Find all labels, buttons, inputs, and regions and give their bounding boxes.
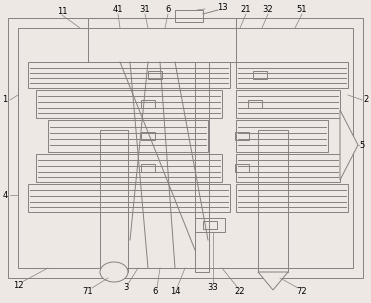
Text: 13: 13 [217,2,227,12]
Bar [141,132,155,140]
Text: 6: 6 [152,288,158,297]
Polygon shape [340,110,358,180]
Bar [236,62,348,88]
Text: 41: 41 [113,5,123,15]
Bar [48,120,208,152]
Bar [236,120,328,152]
Polygon shape [258,272,288,290]
Bar [236,184,348,212]
Bar [236,154,340,182]
Text: 72: 72 [297,288,307,297]
Text: 11: 11 [57,8,67,16]
Bar [195,62,209,272]
Bar [236,90,340,118]
Bar [253,71,267,79]
Text: 4: 4 [2,191,8,199]
Bar [235,132,249,140]
Bar [28,62,230,88]
Bar [141,164,155,172]
Text: 1: 1 [2,95,8,105]
Text: 33: 33 [208,284,219,292]
Bar [258,130,288,272]
Bar [18,28,353,268]
Text: 3: 3 [123,284,129,292]
Bar [248,100,262,108]
Bar [148,71,162,79]
Bar [100,130,128,272]
Ellipse shape [100,262,128,282]
Bar [175,10,203,22]
Bar [28,184,230,212]
Bar [36,154,222,182]
Text: 51: 51 [297,5,307,15]
Text: 5: 5 [359,141,365,149]
Bar [195,218,225,232]
Text: 22: 22 [235,288,245,297]
Bar [235,164,249,172]
Text: 21: 21 [241,5,251,15]
Text: 31: 31 [140,5,150,15]
Bar [88,18,236,62]
Text: 12: 12 [13,281,23,289]
Text: 6: 6 [165,5,171,15]
Text: 14: 14 [170,288,180,297]
Text: 71: 71 [83,288,93,297]
Text: 2: 2 [363,95,369,105]
Bar [8,18,363,278]
Text: 32: 32 [263,5,273,15]
Bar [141,100,155,108]
Bar [36,90,222,118]
Bar [203,221,217,229]
